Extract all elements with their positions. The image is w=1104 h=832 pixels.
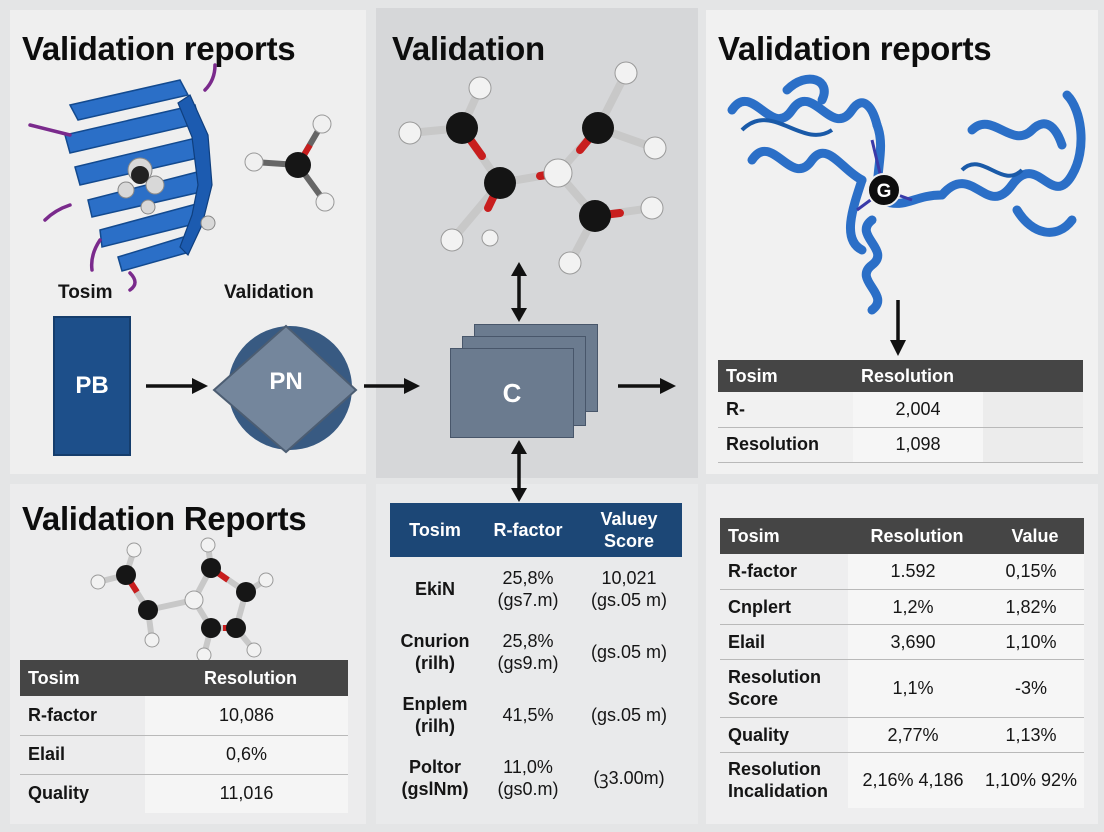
protein-beta-sheet-illustration xyxy=(28,63,217,292)
table-header: Value xyxy=(978,518,1084,554)
r-factor-table: Tosim R-factor Valuey Score EkiN 25,8% (… xyxy=(390,503,682,809)
table-cell: (ꝫ3.00m) xyxy=(593,767,665,788)
title-middle: Validation xyxy=(392,30,545,67)
table-header: Resolution xyxy=(853,360,983,392)
molecule-ball-and-stick-illustration xyxy=(398,61,667,275)
value-table-bottom-right: Tosim Resolution Value R-factor 1.592 0,… xyxy=(720,518,1084,808)
table-cell: 0,6% xyxy=(145,735,348,775)
table-cell: EkiN xyxy=(414,578,456,599)
table-row: Quality 2,77% 1,13% xyxy=(720,717,1084,753)
table-cell: Cnurion (rilh) xyxy=(400,630,470,673)
pn-diamond-shape xyxy=(212,324,358,454)
table-cell: Resolution Incalidation xyxy=(728,759,829,802)
label-tosim: Tosim xyxy=(58,282,113,303)
table-cell: 1,13% xyxy=(978,717,1084,753)
resolution-table-bottom-left: Tosim Resolution R-factor 10,086 Elail 0… xyxy=(20,660,348,813)
table-row: Poltor (gslNm) 11,0% (gs0.m) (ꝫ3.00m) xyxy=(390,746,682,809)
table-row: Resolution Score 1,1% -3% xyxy=(720,659,1084,718)
table-row: Enplem (rilh) 41,5% (gs.05 m) xyxy=(390,683,682,746)
table-cell: 1,10% 92% xyxy=(978,752,1084,808)
pb-box-label: PB xyxy=(75,372,109,399)
table-row: R-factor 1.592 0,15% xyxy=(720,554,1084,590)
arrow-right-icon xyxy=(618,378,676,394)
table-header: Tosim xyxy=(20,660,145,696)
table-cell: 2,16% 4,186 xyxy=(848,752,978,808)
table-cell: 11,0% (gs0.m) xyxy=(497,756,559,799)
resolution-table-top-right: Tosim Resolution R- 2,004 Resolution 1,0… xyxy=(718,360,1083,463)
table-cell: 1,10% xyxy=(978,624,1084,660)
table-cell: 2,77% xyxy=(848,717,978,753)
small-molecule-icon xyxy=(244,114,335,212)
table-row: Cnurion (rilh) 25,8% (gs9.m) (gs.05 m) xyxy=(390,620,682,683)
table-cell: -3% xyxy=(978,659,1084,718)
arrow-down-icon xyxy=(890,300,906,356)
table-cell: (gs.05 m) xyxy=(590,641,668,662)
c-box-label: C xyxy=(502,378,522,408)
table-row: Resolution 1,098 xyxy=(718,427,1083,463)
table-header: Tosim xyxy=(718,360,853,392)
table-cell: 1,098 xyxy=(853,427,983,463)
table-row: Quality 11,016 xyxy=(20,774,348,813)
arrow-right-icon xyxy=(364,378,420,394)
table-cell: 1,2% xyxy=(848,589,978,625)
table-cell: 3,690 xyxy=(848,624,978,660)
arrow-right-icon xyxy=(146,378,208,394)
label-validation: Validation xyxy=(224,282,314,303)
table-cell: 0,15% xyxy=(978,554,1084,590)
table-header: R-factor xyxy=(480,503,576,557)
double-arrow-vertical-icon xyxy=(511,262,527,322)
table-cell: Enplem (rilh) xyxy=(402,693,468,736)
table-cell: Quality xyxy=(720,717,848,753)
table-cell: 25,8% (gs9.m) xyxy=(497,630,559,673)
table-cell: Elail xyxy=(720,624,848,660)
table-cell: 10,021 (gs.05 m) xyxy=(590,567,668,610)
pn-label: PN xyxy=(269,368,303,395)
table-cell: 1.592 xyxy=(848,554,978,590)
title-top-left: Validation reports xyxy=(22,30,296,67)
table-cell: R-factor xyxy=(20,696,145,736)
table-cell: Resolution xyxy=(718,427,853,463)
table-cell xyxy=(983,427,1083,463)
table-cell: 10,086 xyxy=(145,696,348,736)
atom-g-label: G xyxy=(877,181,892,202)
table-cell xyxy=(983,392,1083,428)
pb-box: PB xyxy=(53,316,131,456)
double-arrow-vertical-icon xyxy=(511,440,527,502)
table-header xyxy=(983,360,1083,392)
table-header: Tosim xyxy=(720,518,848,554)
table-row: Resolution Incalidation 2,16% 4,186 1,10… xyxy=(720,752,1084,808)
table-cell: 11,016 xyxy=(145,774,348,813)
table-header: Valuey Score xyxy=(576,503,682,557)
title-bottom-left: Validation Reports xyxy=(22,500,307,537)
stacked-card-front xyxy=(450,348,574,438)
table-row: EkiN 25,8% (gs7.m) 10,021 (gs.05 m) xyxy=(390,557,682,620)
table-cell: R-factor xyxy=(720,554,848,590)
table-cell: 2,004 xyxy=(853,392,983,428)
table-cell: 1,1% xyxy=(848,659,978,718)
table-cell: 1,82% xyxy=(978,589,1084,625)
protein-helix-illustration: G xyxy=(727,74,1086,315)
table-cell: (gs.05 m) xyxy=(590,704,668,725)
table-header: Resolution xyxy=(145,660,348,696)
table-row: R-factor 10,086 xyxy=(20,696,348,736)
table-cell: Poltor (gslNm) xyxy=(401,756,469,799)
table-header: Resolution xyxy=(848,518,978,554)
table-row: Elail 0,6% xyxy=(20,735,348,775)
title-top-right: Validation reports xyxy=(718,30,992,67)
table-cell: 41,5% xyxy=(502,704,554,725)
table-row: Elail 3,690 1,10% xyxy=(720,624,1084,660)
table-row: Cnplert 1,2% 1,82% xyxy=(720,589,1084,625)
table-cell: 25,8% (gs7.m) xyxy=(497,567,559,610)
table-cell: Quality xyxy=(28,783,90,804)
table-cell: Resolution Score xyxy=(720,659,848,718)
table-cell: R- xyxy=(718,392,853,428)
table-header: Tosim xyxy=(390,503,480,557)
table-row: R- 2,004 xyxy=(718,392,1083,428)
table-cell: Cnplert xyxy=(720,589,848,625)
ring-molecule-illustration xyxy=(90,537,274,663)
table-cell: Elail xyxy=(20,735,145,775)
